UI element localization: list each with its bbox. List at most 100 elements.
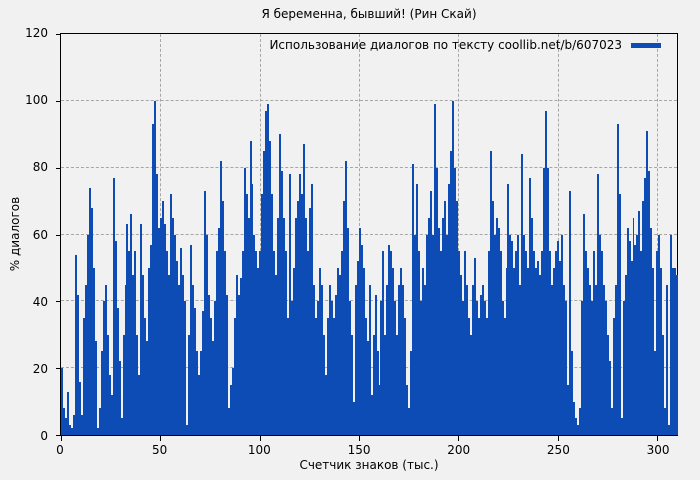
bar bbox=[360, 244, 363, 435]
bar bbox=[124, 284, 127, 435]
bar bbox=[422, 267, 425, 435]
bar bbox=[281, 171, 284, 435]
bar bbox=[598, 234, 601, 435]
y-tickmark bbox=[56, 368, 60, 370]
bar bbox=[80, 414, 83, 435]
y-tickmark bbox=[56, 167, 60, 169]
bar bbox=[84, 284, 87, 435]
bar bbox=[128, 251, 131, 435]
bar bbox=[215, 251, 218, 435]
bar bbox=[68, 424, 71, 435]
bar bbox=[553, 267, 556, 435]
bar bbox=[261, 194, 264, 435]
bar bbox=[449, 150, 452, 435]
bar bbox=[606, 334, 609, 435]
bar bbox=[297, 201, 300, 435]
bar bbox=[557, 241, 560, 435]
bar bbox=[523, 234, 526, 435]
bar bbox=[404, 318, 407, 435]
bar bbox=[388, 244, 391, 435]
bar bbox=[580, 301, 583, 435]
bar bbox=[570, 351, 573, 435]
bar bbox=[152, 124, 155, 435]
bar bbox=[160, 217, 163, 435]
bar bbox=[259, 251, 262, 435]
bar bbox=[632, 217, 635, 435]
bar bbox=[239, 277, 242, 435]
bar bbox=[561, 234, 564, 435]
gridline-h bbox=[61, 166, 677, 168]
bar bbox=[521, 154, 524, 435]
bar bbox=[243, 167, 246, 435]
bar bbox=[499, 251, 502, 435]
bar bbox=[140, 224, 143, 435]
bar bbox=[170, 194, 173, 435]
bar bbox=[164, 224, 167, 435]
bar bbox=[626, 227, 629, 435]
x-tickmark bbox=[557, 436, 559, 441]
bar bbox=[178, 284, 181, 435]
bar bbox=[162, 201, 165, 435]
bar bbox=[100, 351, 103, 435]
bar bbox=[654, 351, 657, 435]
x-tick-label: 100 bbox=[247, 443, 271, 457]
gridline-v bbox=[657, 34, 659, 435]
bar bbox=[430, 191, 433, 435]
bar bbox=[102, 301, 105, 435]
bar bbox=[78, 381, 81, 435]
bar bbox=[267, 104, 270, 435]
bar bbox=[94, 341, 97, 435]
bar bbox=[426, 234, 429, 435]
bar bbox=[634, 244, 637, 435]
bar bbox=[668, 424, 671, 435]
bar bbox=[578, 408, 581, 435]
bar bbox=[158, 227, 161, 435]
bar bbox=[610, 408, 613, 435]
bar bbox=[447, 184, 450, 435]
x-tick-label: 50 bbox=[152, 443, 168, 457]
bar bbox=[368, 284, 371, 435]
bar bbox=[438, 227, 441, 435]
bar bbox=[487, 251, 490, 435]
bar bbox=[227, 408, 230, 435]
bar bbox=[195, 351, 198, 435]
bar bbox=[108, 374, 111, 435]
bar bbox=[418, 251, 421, 435]
bar bbox=[132, 274, 135, 435]
bar bbox=[186, 424, 188, 435]
bar bbox=[509, 234, 512, 435]
bar bbox=[517, 234, 520, 435]
bar bbox=[507, 184, 510, 435]
bar bbox=[396, 334, 399, 435]
bar bbox=[352, 401, 355, 435]
bar bbox=[382, 251, 385, 435]
bar bbox=[497, 227, 500, 435]
bar bbox=[451, 100, 454, 435]
gridline-v bbox=[557, 34, 559, 435]
bar bbox=[245, 194, 248, 435]
bar bbox=[229, 384, 232, 435]
bar bbox=[501, 301, 504, 435]
bar bbox=[136, 334, 139, 435]
bar bbox=[473, 257, 476, 435]
bar bbox=[142, 274, 145, 435]
bar bbox=[656, 251, 659, 435]
x-tick-label: 300 bbox=[646, 443, 670, 457]
bar bbox=[112, 177, 115, 435]
bar bbox=[201, 311, 204, 435]
bar bbox=[344, 160, 347, 435]
x-tickmark bbox=[259, 436, 261, 441]
y-tickmark bbox=[56, 234, 60, 236]
gridline-v bbox=[458, 34, 460, 435]
bar bbox=[442, 217, 444, 435]
y-axis-label: % диалогов bbox=[8, 196, 22, 272]
bar bbox=[322, 334, 325, 435]
bar bbox=[461, 301, 464, 435]
bar bbox=[217, 227, 220, 435]
bar bbox=[511, 241, 514, 435]
y-tick-label: 100 bbox=[25, 93, 48, 108]
bar bbox=[283, 217, 286, 435]
bar bbox=[193, 308, 196, 435]
bar bbox=[328, 284, 331, 435]
bar bbox=[130, 214, 133, 435]
